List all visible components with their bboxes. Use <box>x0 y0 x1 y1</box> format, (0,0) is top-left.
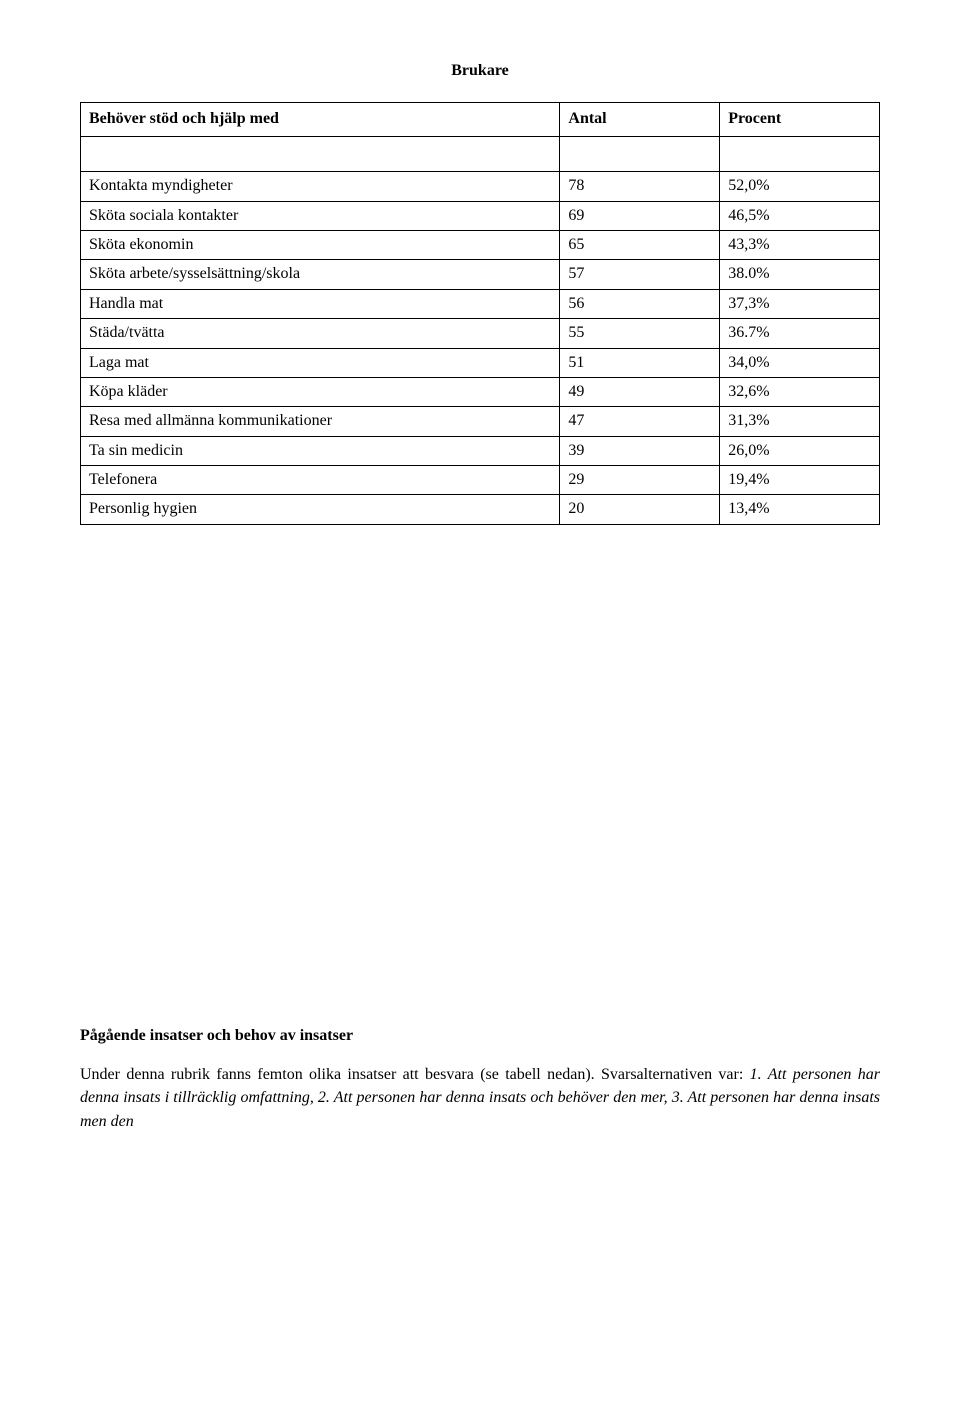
cell-label: Sköta arbete/sysselsättning/skola <box>81 260 560 289</box>
col-header-label: Behöver stöd och hjälp med <box>81 103 560 136</box>
cell-label: Handla mat <box>81 289 560 318</box>
cell-procent: 34,0% <box>720 348 880 377</box>
cell-label: Telefonera <box>81 466 560 495</box>
data-table: Behöver stöd och hjälp med Antal Procent… <box>80 102 880 524</box>
cell-antal: 29 <box>560 466 720 495</box>
spacer-cell <box>560 136 720 171</box>
cell-antal: 49 <box>560 377 720 406</box>
table-row: Sköta ekonomin6543,3% <box>81 230 880 259</box>
table-row: Kontakta myndigheter7852,0% <box>81 172 880 201</box>
cell-procent: 19,4% <box>720 466 880 495</box>
col-header-antal: Antal <box>560 103 720 136</box>
cell-procent: 37,3% <box>720 289 880 318</box>
cell-antal: 57 <box>560 260 720 289</box>
cell-label: Kontakta myndigheter <box>81 172 560 201</box>
table-row: Städa/tvätta5536.7% <box>81 319 880 348</box>
cell-antal: 65 <box>560 230 720 259</box>
cell-label: Sköta sociala kontakter <box>81 201 560 230</box>
cell-procent: 52,0% <box>720 172 880 201</box>
table-row: Personlig hygien2013,4% <box>81 495 880 524</box>
body-paragraph: Under denna rubrik fanns femton olika in… <box>80 1063 880 1133</box>
document-title: Brukare <box>80 60 880 82</box>
cell-label: Städa/tvätta <box>81 319 560 348</box>
cell-procent: 36.7% <box>720 319 880 348</box>
cell-label: Sköta ekonomin <box>81 230 560 259</box>
cell-procent: 43,3% <box>720 230 880 259</box>
spacer-cell <box>720 136 880 171</box>
table-row: Ta sin medicin3926,0% <box>81 436 880 465</box>
cell-antal: 78 <box>560 172 720 201</box>
cell-label: Köpa kläder <box>81 377 560 406</box>
table-row: Sköta arbete/sysselsättning/skola5738.0% <box>81 260 880 289</box>
table-row: Handla mat5637,3% <box>81 289 880 318</box>
cell-antal: 47 <box>560 407 720 436</box>
cell-procent: 31,3% <box>720 407 880 436</box>
table-spacer-row <box>81 136 880 171</box>
paragraph-text-pre: Under denna rubrik fanns femton olika in… <box>80 1066 750 1083</box>
table-header-row: Behöver stöd och hjälp med Antal Procent <box>81 103 880 136</box>
cell-procent: 13,4% <box>720 495 880 524</box>
cell-antal: 56 <box>560 289 720 318</box>
cell-label: Laga mat <box>81 348 560 377</box>
cell-procent: 26,0% <box>720 436 880 465</box>
table-row: Sköta sociala kontakter6946,5% <box>81 201 880 230</box>
cell-procent: 46,5% <box>720 201 880 230</box>
table-row: Telefonera2919,4% <box>81 466 880 495</box>
cell-label: Ta sin medicin <box>81 436 560 465</box>
table-row: Resa med allmänna kommunikationer4731,3% <box>81 407 880 436</box>
col-header-procent: Procent <box>720 103 880 136</box>
cell-antal: 39 <box>560 436 720 465</box>
cell-label: Resa med allmänna kommunikationer <box>81 407 560 436</box>
table-row: Laga mat5134,0% <box>81 348 880 377</box>
cell-antal: 51 <box>560 348 720 377</box>
spacer-cell <box>81 136 560 171</box>
cell-procent: 32,6% <box>720 377 880 406</box>
table-row: Köpa kläder4932,6% <box>81 377 880 406</box>
cell-antal: 20 <box>560 495 720 524</box>
cell-antal: 55 <box>560 319 720 348</box>
cell-antal: 69 <box>560 201 720 230</box>
cell-label: Personlig hygien <box>81 495 560 524</box>
section-heading: Pågående insatser och behov av insatser <box>80 1025 880 1047</box>
cell-procent: 38.0% <box>720 260 880 289</box>
